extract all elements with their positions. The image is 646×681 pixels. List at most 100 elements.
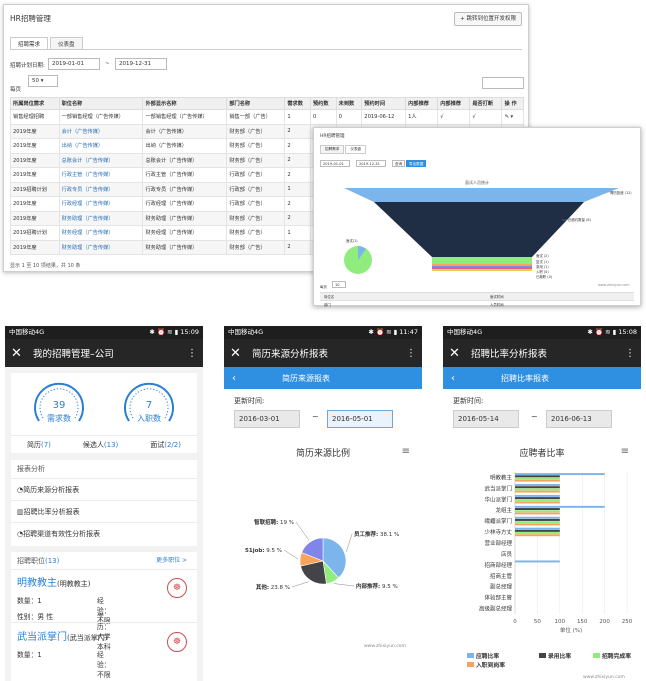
column-header[interactable]: 操 作 <box>501 97 524 110</box>
table-cell[interactable]: 出纳（广告传媒） <box>58 138 144 154</box>
date-from-input[interactable]: 2016-03-01 <box>234 410 300 428</box>
stat-interviews[interactable]: 面试(2/2) <box>150 441 181 449</box>
table-cell[interactable]: 财务经理（广告传媒） <box>58 225 144 241</box>
funnel-stage-1 <box>344 188 619 202</box>
window-title: HR招聘管理 <box>10 14 51 23</box>
close-icon[interactable]: ✕ <box>230 345 241 361</box>
report-channel[interactable]: ◔招聘渠道有效性分析报表 <box>11 522 197 544</box>
gauge-requirements-label: 需求数 <box>47 414 71 423</box>
date-from-input[interactable]: 2019-01-01 <box>48 58 100 70</box>
legend-label: 录用比率 <box>548 652 571 660</box>
stat-candidates[interactable]: 候选人(13) <box>82 441 119 449</box>
y-tick-label: 高级副总经理 <box>479 605 513 613</box>
table-header: 岗位名 面试时间 <box>320 292 634 300</box>
y-tick-label: 明教教主 <box>490 473 513 481</box>
per-page-select[interactable]: 50 ▾ <box>28 75 58 87</box>
table-footer: 显示 1 至 10 项结果，共 10 条 <box>10 263 81 269</box>
stat-resumes[interactable]: 简历(7) <box>26 441 51 449</box>
table-cell[interactable]: 总账会计（广告传媒） <box>58 152 144 168</box>
query-button[interactable]: 查询 <box>392 160 406 167</box>
table-cell: 财务经理（广告传媒） <box>142 225 228 241</box>
more-jobs-link[interactable]: 更多职位 > <box>156 557 187 564</box>
date-to-input[interactable]: 2019-12-31 <box>356 160 386 167</box>
hamburger-menu-icon[interactable]: ≡ <box>401 446 410 457</box>
column-header[interactable]: 内部推荐 <box>405 97 439 110</box>
column-header[interactable]: 是否打断 <box>469 97 503 110</box>
funnel-label-7: 已离职 (0) <box>536 275 553 279</box>
table-cell: 行政部（广告） <box>226 196 286 212</box>
funnel-stage-4 <box>432 264 532 266</box>
cell: 人员时间 <box>490 303 504 307</box>
bar <box>515 527 560 530</box>
table-cell[interactable]: 行政经理（广告传媒） <box>58 196 144 212</box>
phone-recruit-ratio: 中国移动4G ✱ ⏰ ≋ ▮ 15:08 ✕ 招聘比率分析报表 ⋮ ‹ 招聘比率… <box>443 326 641 681</box>
table-cell[interactable]: 财务助理（广告传媒） <box>58 239 144 255</box>
date-from-input[interactable]: 2016-05-14 <box>453 410 519 428</box>
column-header[interactable]: 职位名称 <box>58 97 144 110</box>
export-button[interactable]: 导出数据 <box>406 160 427 167</box>
column-header[interactable]: 内部推荐 <box>437 97 471 110</box>
table-cell: 销售经理招聘 <box>10 109 60 125</box>
column-header[interactable]: 部门名称 <box>226 97 286 110</box>
bar <box>515 473 605 476</box>
column-header[interactable]: 需求数 <box>284 97 311 110</box>
column-header[interactable]: 未到数 <box>335 97 363 110</box>
more-menu-icon[interactable]: ⋮ <box>187 347 197 359</box>
gauges <box>34 382 174 422</box>
column-header[interactable]: 所属岗位需求 <box>10 97 60 110</box>
column-header[interactable]: 预约数 <box>309 97 337 110</box>
table-cell: √ <box>469 109 503 125</box>
date-to-input[interactable]: 2019-12-31 <box>115 58 167 70</box>
pie-label: 51job: 9.5 % <box>245 548 282 554</box>
hamburger-menu-icon[interactable]: ≡ <box>620 446 629 457</box>
job-title: 武当派掌门 <box>17 632 67 643</box>
jump-button[interactable]: + 跳转到位置开发权限 <box>454 12 522 26</box>
job-item[interactable]: 明教教主(明教教主) 数量：1 经验：不限 性别：男 性 学历：大学本科 <box>17 578 111 651</box>
close-icon[interactable]: ✕ <box>449 345 460 361</box>
more-menu-icon[interactable]: ⋮ <box>406 347 416 359</box>
dropdown-icon[interactable]: ▾ <box>510 113 514 120</box>
table-row: 销售经理招聘 一部销售经理（广告传媒） 一部销售经理（广告传媒） 销售一部（广告） 1 0… <box>10 109 524 125</box>
more-menu-icon[interactable]: ⋮ <box>625 347 635 359</box>
per-page-select[interactable]: 10 <box>332 281 346 288</box>
update-label: 更新时间: <box>453 397 484 405</box>
legend-label: 入职到岗率 <box>476 661 505 669</box>
table-cell: 2 <box>284 123 311 139</box>
gauge-icon <box>34 382 84 422</box>
table-cell: 2019年度 <box>10 123 60 139</box>
back-icon[interactable]: ‹ <box>451 372 455 384</box>
bar <box>515 501 560 504</box>
date-to-input[interactable]: 2016-06-13 <box>546 410 612 428</box>
table-cell[interactable]: 财务助理（广告传媒） <box>58 210 144 226</box>
y-tick-label: 营业部经理 <box>484 539 512 547</box>
pie-label: 内部推荐: 9.5 % <box>356 582 398 590</box>
tab-dashboard[interactable]: 仪表盘 <box>345 145 367 154</box>
back-icon[interactable]: ‹ <box>232 372 236 384</box>
tab-requirements[interactable]: 招聘需求 <box>10 37 49 50</box>
table-cell: 总账会计（广告传媒） <box>142 152 228 168</box>
table-cell[interactable]: 行政专员（广告传媒） <box>58 181 144 197</box>
column-header[interactable]: 预约时间 <box>361 97 407 110</box>
bar <box>515 486 560 489</box>
edit-icon[interactable]: ✎ <box>504 113 511 120</box>
legend-label: 招聘完成率 <box>602 652 631 660</box>
close-icon[interactable]: ✕ <box>11 345 22 361</box>
gauge-hired-label: 入职数 <box>137 414 161 423</box>
tab-requirements[interactable]: 招聘需求 <box>320 145 345 154</box>
tab-dashboard[interactable]: 仪表盘 <box>50 37 83 50</box>
phone-my-recruitment: 中国移动4G ✱ ⏰ ≋ ▮ 15:09 ✕ 我的招聘管理–公司 ⋮ 39 需求… <box>5 326 203 681</box>
report-resume-source[interactable]: ◔简历来源分析报表 <box>11 478 197 500</box>
report-recruit-ratio[interactable]: ▥招聘比率分析报表 <box>11 500 197 522</box>
search-input[interactable] <box>482 77 524 89</box>
date-from-input[interactable]: 2019-01-01 <box>320 160 350 167</box>
legend-label: 应聘比率 <box>476 652 499 660</box>
column-header[interactable]: 外部显示名称 <box>142 97 228 110</box>
x-tick-label: 150 <box>577 619 588 625</box>
bar <box>515 484 560 486</box>
table-cell[interactable]: 会计（广告传媒） <box>58 123 144 139</box>
date-to-input[interactable]: 2016-05-01 <box>327 410 393 428</box>
table-cell[interactable]: 一部销售经理（广告传媒） <box>58 109 144 125</box>
job-item[interactable]: 武当派掌门(武当派掌门) 数量：1 经验：不限 <box>17 632 111 679</box>
table-cell[interactable]: 行政主管（广告传媒） <box>58 167 144 183</box>
x-tick-label: 50 <box>534 619 541 625</box>
